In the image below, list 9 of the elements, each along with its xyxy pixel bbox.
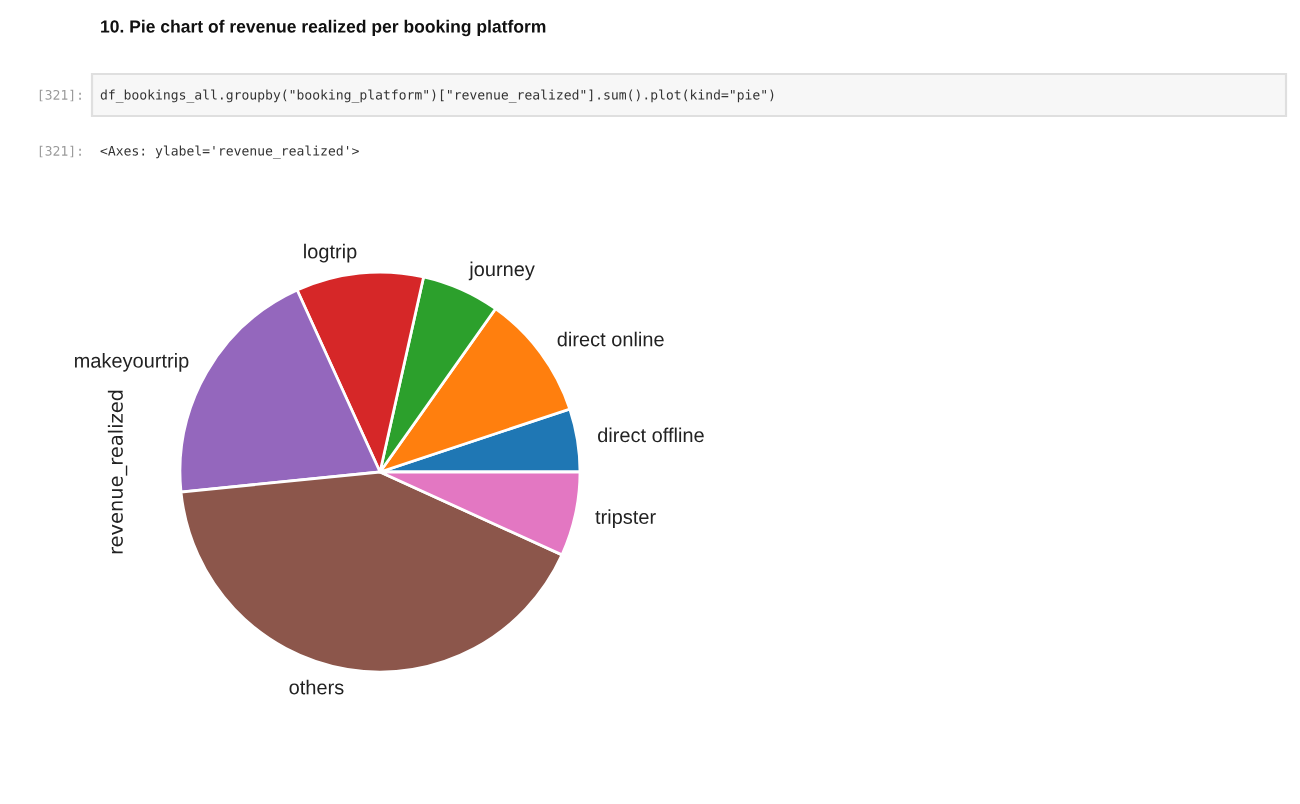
chart-title: 10. Pie chart of revenue realized per booking platform [101,19,546,37]
slice-label: makeyourtrip [74,353,189,372]
slice-label: direct online [557,331,664,347]
slice-label: direct offline [598,427,704,443]
slice-label: logtrip [304,243,357,263]
slice-label: others [289,679,344,695]
text: revenue_realized [107,390,128,554]
slice-label: journey [468,261,535,281]
slice-label: tripster [595,509,656,528]
